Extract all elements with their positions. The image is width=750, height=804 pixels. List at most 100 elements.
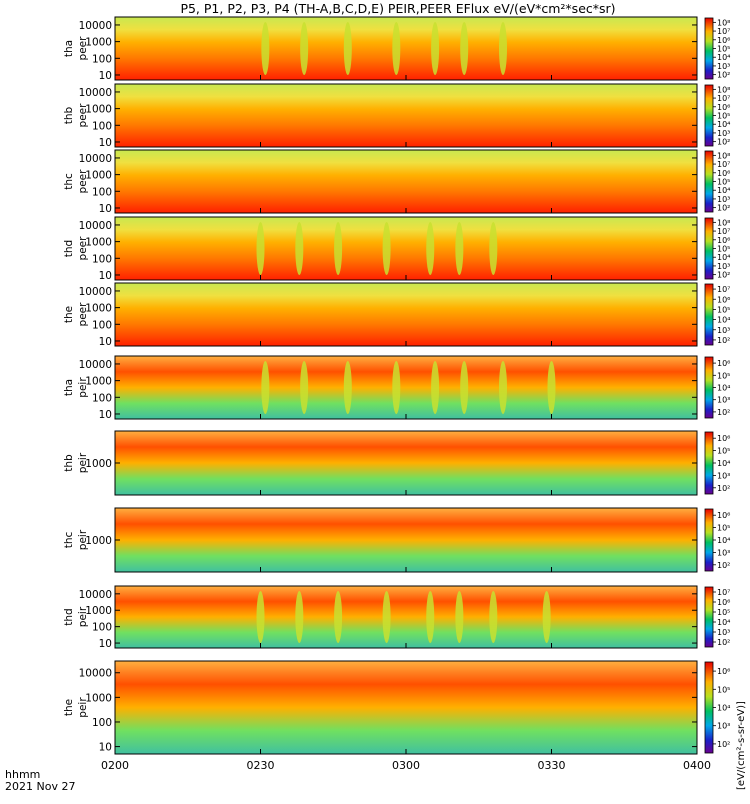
x-tick-label: 0330 <box>538 759 566 772</box>
panel-label-probe: tha <box>63 40 75 57</box>
flux-dip-mark <box>295 222 304 275</box>
colorbar-tick-label: 10⁷ <box>717 588 730 597</box>
y-tick-label: 10000 <box>79 220 112 232</box>
y-tick-label: 10 <box>99 638 112 650</box>
colorbar-tick-label: 10⁶ <box>717 236 730 245</box>
flux-dip-mark <box>460 22 469 75</box>
colorbar <box>704 217 714 280</box>
panel-label-species: peer <box>77 302 89 327</box>
flux-dip-mark <box>431 361 440 414</box>
spectrogram-field <box>115 84 697 147</box>
colorbar <box>704 431 714 495</box>
panel-label-species: peir <box>77 606 89 627</box>
colorbar-tick-label: 10⁶ <box>717 36 730 45</box>
panel-thb-peer: 10 100 1000 10000 thb peer 10²10³10⁴10⁵10⁶10⁷1… <box>63 83 730 149</box>
flux-dip-mark <box>343 22 352 75</box>
flux-dip-mark <box>334 222 343 275</box>
colorbar-tick-label: 10² <box>717 638 730 647</box>
panel-tha-peir: 10 100 1000 10000 tha peir 10² 10³ 10⁴ 10⁵ 10⁶ <box>63 355 730 421</box>
colorbar-tick-label: 10⁵ <box>717 447 730 456</box>
colorbar-tick-label: 10⁵ <box>717 524 730 533</box>
x-tick-label: 0300 <box>392 759 420 772</box>
flux-dip-mark <box>300 361 309 414</box>
colorbar-tick-label: 10² <box>717 271 730 280</box>
y-tick-label: 10000 <box>79 359 112 371</box>
colorbar-tick-label: 10⁴ <box>717 459 730 468</box>
x-tick-label: 0200 <box>101 759 129 772</box>
colorbar-tick-label: 10⁵ <box>717 112 730 121</box>
colorbar <box>704 150 714 213</box>
spectrogram-field <box>115 283 697 346</box>
flux-dip-mark <box>334 590 343 644</box>
y-tick-label: 10 <box>99 270 112 282</box>
panel-label-species: peir <box>77 377 89 398</box>
spectrogram-field <box>115 17 697 80</box>
y-tick-label: 1000 <box>85 104 112 116</box>
colorbar-tick-label: 10⁵ <box>717 245 730 254</box>
colorbar-tick-label: 10⁸ <box>717 18 730 27</box>
flux-dip-mark <box>256 222 265 275</box>
flux-dip-mark <box>499 22 507 75</box>
panel-label-probe: thd <box>63 240 75 257</box>
panel-label-species: peer <box>77 36 89 61</box>
y-tick-label: 100 <box>92 622 112 634</box>
panel-label-probe: thc <box>63 532 75 549</box>
colorbar-tick-label: 10² <box>717 740 730 749</box>
colorbar-tick-label: 10⁴ <box>717 618 730 627</box>
y-tick-label: 10 <box>99 742 112 754</box>
spectrogram-field <box>115 508 697 572</box>
colorbar-tick-label: 10³ <box>717 195 730 204</box>
y-tick-label: 10000 <box>79 286 112 298</box>
x-axis-label: hhmm <box>5 768 40 781</box>
colorbar-tick-label: 10⁴ <box>717 120 730 129</box>
colorbar-tick-label: 10⁵ <box>717 305 730 314</box>
colorbar-tick-label: 10⁴ <box>717 536 730 545</box>
colorbar-tick-label: 10³ <box>717 548 730 557</box>
spectrogram-field <box>115 356 697 419</box>
colorbar-tick-label: 10⁵ <box>717 371 730 380</box>
y-tick-label: 10 <box>99 137 112 149</box>
colorbar-tick-label: 10⁷ <box>717 285 730 294</box>
colorbar-tick-label: 10⁴ <box>717 186 730 195</box>
panel-label-probe: thb <box>63 106 75 124</box>
panel-label-species: peir <box>77 697 89 718</box>
y-tick-label: 1000 <box>85 237 112 249</box>
panel-label-probe: thb <box>63 454 75 472</box>
x-tick-label: 0230 <box>247 759 275 772</box>
panel-label-probe: tha <box>63 379 75 396</box>
y-tick-label: 10 <box>99 336 112 348</box>
colorbar-tick-label: 10³ <box>717 262 730 271</box>
panel-label-species: peir <box>77 452 89 473</box>
y-tick-label: 10 <box>99 409 112 421</box>
colorbar-tick-label: 10³ <box>717 326 730 335</box>
colorbar-tick-label: 10⁴ <box>717 704 730 713</box>
y-tick-label: 1000 <box>85 376 112 388</box>
y-tick-label: 1000 <box>85 692 112 704</box>
colorbar-tick-label: 10³ <box>717 129 730 138</box>
colorbar-tick-label: 10² <box>717 336 730 345</box>
colorbar-tick-label: 10² <box>717 204 730 213</box>
colorbar-tick-label: 10⁵ <box>717 45 730 54</box>
flux-dip-mark <box>300 22 309 75</box>
y-tick-label: 10000 <box>79 153 112 165</box>
colorbar-tick-label: 10⁷ <box>717 160 730 169</box>
colorbar-tick-label: 10³ <box>717 628 730 637</box>
flux-dip-mark <box>460 361 469 414</box>
y-tick-label: 1000 <box>85 37 112 49</box>
colorbar-tick-label: 10⁸ <box>717 218 730 227</box>
spectrogram-field <box>115 150 697 213</box>
flux-dip-mark <box>431 22 440 75</box>
panel-thc-peir: 1000 thc peir 10² 10³ 10⁴ 10⁵ 10⁶ <box>63 507 730 573</box>
panel-label-probe: thc <box>63 173 75 190</box>
date-label: 2021 Nov 27 <box>5 780 75 793</box>
colorbar-tick-label: 10⁵ <box>717 685 730 694</box>
flux-dip-mark <box>455 590 464 644</box>
flux-dip-mark <box>392 361 401 414</box>
flux-dip-mark <box>455 222 464 275</box>
panel-thb-peir: 1000 thb peir 10² 10³ 10⁴ 10⁵ 10⁶ <box>63 430 730 496</box>
flux-dip-mark <box>256 590 265 644</box>
colorbar-tick-label: 10⁶ <box>717 598 730 607</box>
colorbar-tick-label: 10⁴ <box>717 253 730 262</box>
